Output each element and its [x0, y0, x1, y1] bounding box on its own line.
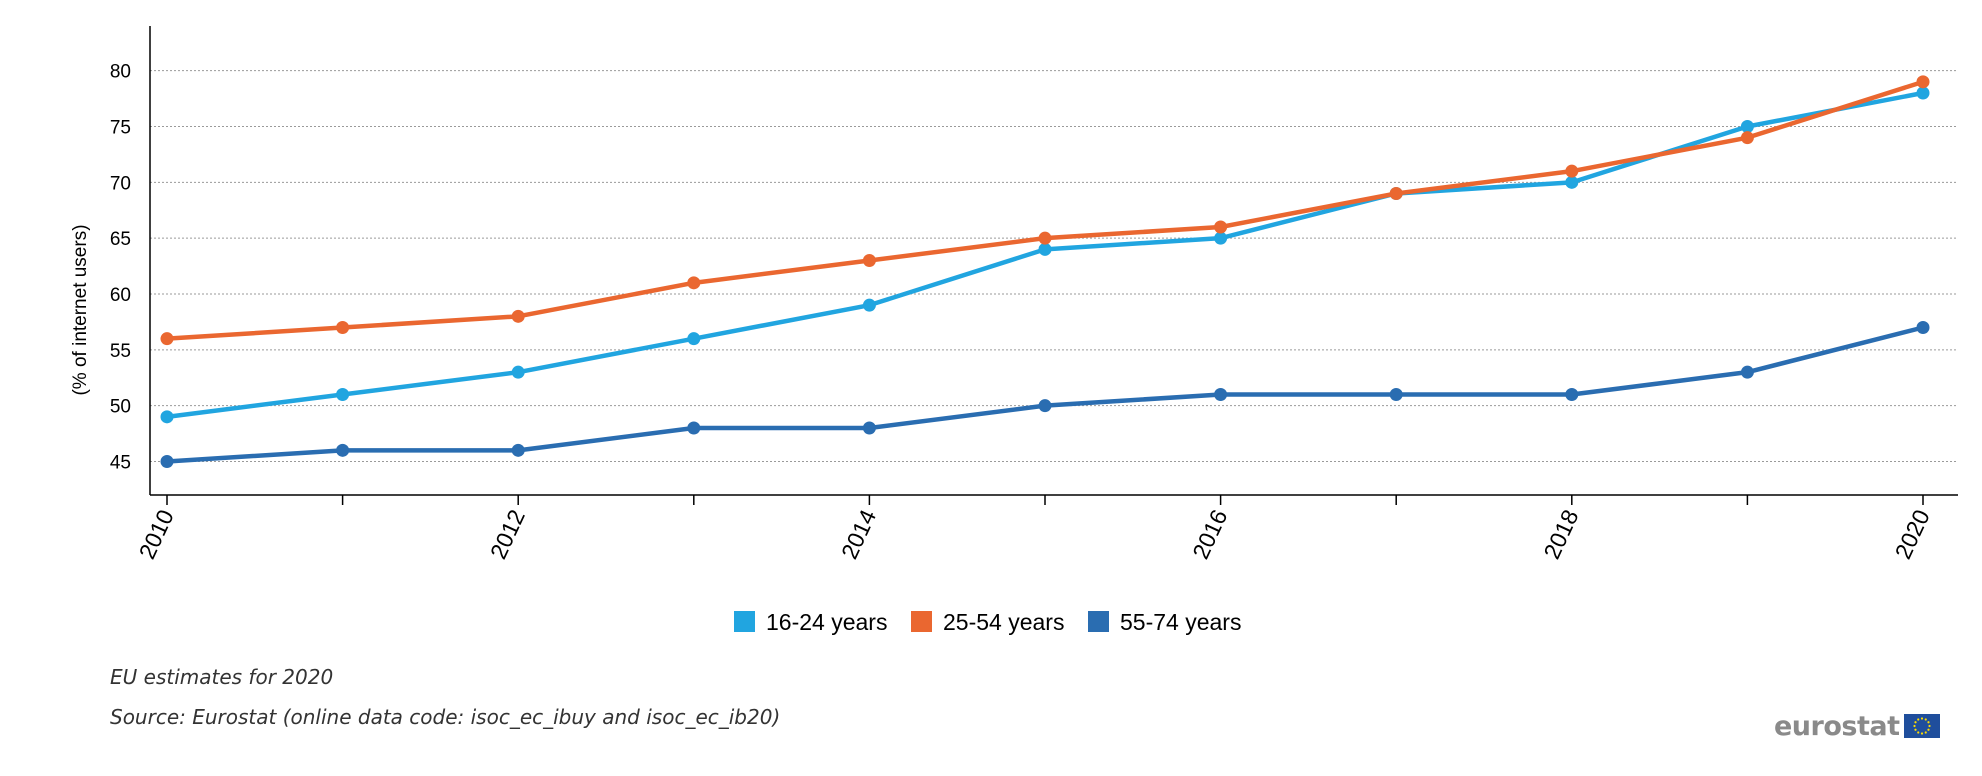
- y-tick-label: 55: [110, 341, 131, 362]
- series-25-54-years: [160, 75, 1930, 346]
- data-point: [160, 455, 174, 468]
- x-tick-label: 2010: [134, 506, 179, 563]
- data-point: [511, 309, 525, 323]
- data-point: [511, 365, 525, 379]
- data-point: [862, 421, 876, 435]
- flag-star: [1926, 728, 1930, 731]
- y-tick-label: 65: [110, 229, 131, 250]
- data-point: [1214, 220, 1228, 234]
- data-point: [336, 321, 350, 334]
- data-point: [1565, 388, 1579, 401]
- data-point: [1916, 75, 1930, 89]
- legend-item: 16-24 years: [734, 609, 887, 635]
- legend-label: 16-24 years: [766, 609, 887, 635]
- series-16-24-years: [160, 86, 1930, 424]
- data-point: [687, 421, 701, 435]
- y-tick-label: 60: [110, 285, 131, 306]
- series-line: [164, 79, 1926, 341]
- data-point: [862, 298, 876, 312]
- y-axis-title: (% of internet users): [70, 224, 91, 395]
- data-point: [1740, 120, 1754, 133]
- series: [160, 75, 1930, 468]
- legend-label: 25-54 years: [943, 609, 1064, 635]
- flag-star: [1916, 718, 1919, 721]
- data-point: [1038, 242, 1052, 256]
- flag-star: [1924, 731, 1927, 734]
- data-point: [336, 388, 350, 401]
- x-tick-label: 2020: [1890, 506, 1935, 563]
- data-point: [1916, 321, 1930, 334]
- data-point: [687, 332, 701, 346]
- x-tick-label: 2014: [836, 505, 881, 563]
- data-point: [1214, 388, 1228, 401]
- data-point: [1740, 365, 1754, 379]
- data-point: [1214, 231, 1228, 245]
- data-point: [1565, 164, 1579, 178]
- x-tick-label: 2018: [1538, 506, 1583, 563]
- x-tick-label: 2012: [485, 506, 530, 563]
- legend: 16-24 years 25-54 years 55-74 years: [734, 609, 1241, 635]
- y-tick-label: 75: [110, 118, 131, 139]
- flag-star: [1926, 721, 1930, 724]
- series-line: [164, 325, 1926, 464]
- data-point: [1740, 131, 1754, 145]
- flag-star: [1913, 728, 1917, 731]
- source-text: Source: Eurostat (online data code: isoc…: [110, 705, 781, 729]
- y-tick-label: 80: [110, 62, 131, 83]
- data-point: [1565, 175, 1579, 189]
- legend-swatch: [734, 611, 755, 632]
- data-point: [160, 332, 174, 346]
- legend-label: 55-74 years: [1120, 609, 1241, 635]
- flag-star: [1920, 717, 1923, 720]
- footnote-text: EU estimates for 2020: [110, 665, 334, 689]
- data-point: [1038, 399, 1052, 413]
- y-tick-label: 45: [110, 453, 131, 474]
- data-point: [687, 276, 701, 290]
- flag-star: [1916, 731, 1919, 734]
- data-point: [1038, 231, 1052, 245]
- eurostat-logo: eurostat: [1774, 709, 1940, 743]
- flag-star: [1927, 724, 1931, 728]
- flag-star: [1913, 721, 1917, 724]
- data-point: [160, 410, 174, 424]
- legend-swatch: [1088, 611, 1109, 632]
- eu-flag-icon: [1903, 714, 1940, 738]
- data-point: [511, 443, 525, 457]
- data-point: [1389, 388, 1403, 401]
- x-tick-label: 2016: [1187, 506, 1232, 563]
- legend-item: 55-74 years: [1088, 609, 1241, 635]
- data-point: [336, 443, 350, 457]
- y-tick-label: 70: [110, 173, 131, 194]
- y-tick-label: 50: [110, 397, 131, 418]
- flag-star: [1924, 718, 1927, 721]
- data-point: [862, 254, 876, 267]
- legend-item: 25-54 years: [911, 609, 1064, 635]
- eurostat-wordmark: eurostat: [1774, 710, 1900, 742]
- flag-star: [1920, 732, 1923, 735]
- data-point: [1389, 187, 1403, 200]
- flag-star: [1912, 724, 1916, 728]
- legend-swatch: [911, 611, 932, 632]
- data-point: [1916, 86, 1930, 100]
- series-55-74-years: [160, 321, 1930, 468]
